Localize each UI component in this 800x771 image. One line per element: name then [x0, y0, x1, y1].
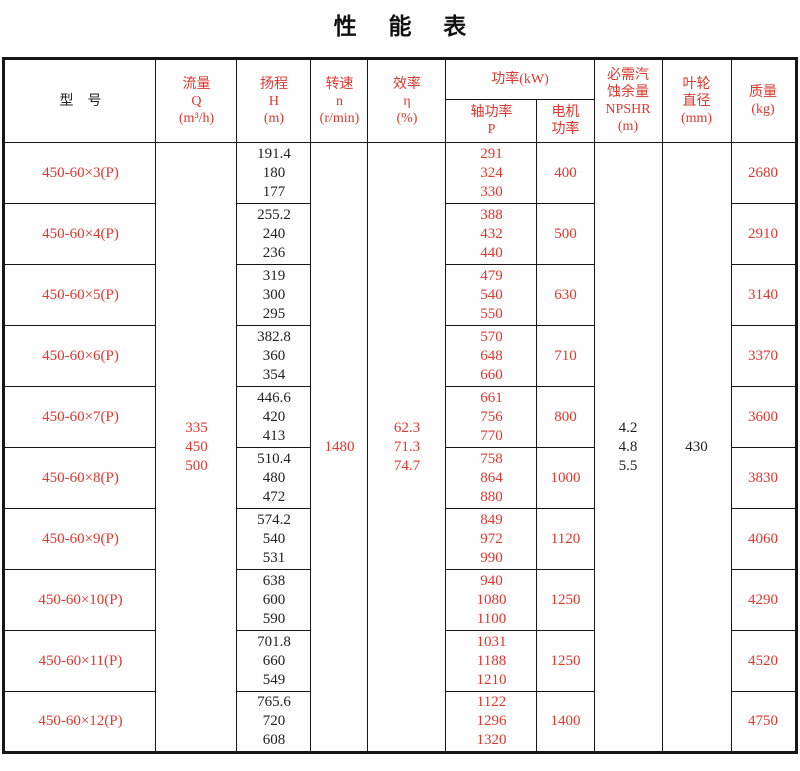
shaft-power-cell: 849 972 990 — [445, 508, 538, 570]
col-header-efficiency: 效率 η (%) — [367, 58, 447, 143]
shaft-power-cell: 291 324 330 — [445, 142, 538, 204]
head-values-cell: 701.8 660 549 — [236, 630, 312, 692]
motor-power-cell: 800 — [536, 386, 595, 448]
table-row: 450-60×11(P) 701.8 660 549 1031 1188 1210 1250 4… — [3, 630, 797, 692]
model-cell: 450-60×6(P) — [3, 325, 157, 387]
model-cell: 450-60×3(P) — [3, 142, 157, 204]
head-values-cell: 382.8 360 354 — [236, 325, 312, 387]
motor-power-cell: 400 — [536, 142, 595, 204]
mass-cell: 3600 — [730, 386, 797, 448]
head-values-cell: 638 600 590 — [236, 569, 312, 631]
col-header-npshr: 必需汽 蚀余量 NPSHR (m) — [593, 58, 663, 143]
col-header-shaft-power: 轴功率 P — [445, 99, 538, 143]
mass-cell: 4750 — [730, 691, 797, 753]
head-values-cell: 191.4 180 177 — [236, 142, 312, 204]
table-header: 型 号 流量 Q (m³/h) 扬程 H (m) 转速 n (r/min) 效率 η (%) 功… — [3, 58, 797, 143]
shaft-power-cell: 1122 1296 1320 — [445, 691, 538, 753]
motor-power-cell: 1000 — [536, 447, 595, 509]
model-cell: 450-60×12(P) — [3, 691, 157, 753]
mass-cell: 4060 — [730, 508, 797, 570]
header-row-sub: 轴功率 P 电机 功率 — [4, 99, 796, 143]
head-values-cell: 510.4 480 472 — [236, 447, 312, 509]
mass-cell: 3140 — [730, 264, 797, 326]
motor-power-cell: 1120 — [536, 508, 595, 570]
mass-cell: 3370 — [730, 325, 797, 387]
head-values-cell: 319 300 295 — [236, 264, 312, 326]
shaft-power-cell: 479 540 550 — [445, 264, 538, 326]
table-row: 450-60×4(P) 255.2 240 236 388 432 440 500 2910 — [3, 203, 797, 265]
efficiency-merged-cell: 62.3 71.3 74.7 — [367, 142, 447, 753]
mass-cell: 4520 — [730, 630, 797, 692]
col-header-mass: 质量 (kg) — [730, 58, 797, 143]
table-row: 450-60×7(P) 446.6 420 413 661 756 770 800 3600 — [3, 386, 797, 448]
head-values-cell: 574.2 540 531 — [236, 508, 312, 570]
impeller-merged-cell: 430 — [661, 142, 732, 753]
model-cell: 450-60×7(P) — [3, 386, 157, 448]
table-row: 450-60×9(P) 574.2 540 531 849 972 990 1120 4060 — [3, 508, 797, 570]
head-values-cell: 255.2 240 236 — [236, 203, 312, 265]
col-header-flow: 流量 Q (m³/h) — [155, 58, 238, 143]
shaft-power-cell: 1031 1188 1210 — [445, 630, 538, 692]
model-cell: 450-60×10(P) — [3, 569, 157, 631]
mass-cell: 2680 — [730, 142, 797, 204]
flow-merged-cell: 335 450 500 — [155, 142, 238, 753]
table-row: 450-60×10(P) 638 600 590 940 1080 1100 1250 4290 — [3, 569, 797, 631]
npshr-merged-cell: 4.2 4.8 5.5 — [593, 142, 663, 753]
shaft-power-cell: 388 432 440 — [445, 203, 538, 265]
model-cell: 450-60×4(P) — [3, 203, 157, 265]
motor-power-cell: 1250 — [536, 569, 595, 631]
mass-cell: 4290 — [730, 569, 797, 631]
col-header-speed: 转速 n (r/min) — [310, 58, 369, 143]
model-cell: 450-60×9(P) — [3, 508, 157, 570]
motor-power-cell: 1250 — [536, 630, 595, 692]
col-header-head: 扬程 H (m) — [236, 58, 312, 143]
col-header-model: 型 号 — [3, 58, 157, 143]
shaft-power-cell: 661 756 770 — [445, 386, 538, 448]
table-row: 450-60×3(P) 335 450 500 191.4 180 177 1480 62.3 7… — [3, 142, 797, 753]
performance-table: 型 号 流量 Q (m³/h) 扬程 H (m) 转速 n (r/min) 效率 η (%) 功… — [2, 57, 798, 754]
mass-cell: 2910 — [730, 203, 797, 265]
table-row: 450-60×12(P) 765.6 720 608 1122 1296 1320 1400 4… — [3, 691, 797, 753]
motor-power-cell: 710 — [536, 325, 595, 387]
col-header-impeller: 叶轮 直径 (mm) — [661, 58, 732, 143]
performance-sheet-page: 性 能 表 型 号 流量 Q (m³/h) 扬程 H (m) 转速 n (r/min) 效率… — [0, 7, 800, 754]
head-values-cell: 446.6 420 413 — [236, 386, 312, 448]
speed-merged-cell: 1480 — [310, 142, 369, 753]
motor-power-cell: 1400 — [536, 691, 595, 753]
mass-cell: 3830 — [730, 447, 797, 509]
table-body: 450-60×3(P) 335 450 500 191.4 180 177 1480 62.3 7… — [3, 142, 797, 753]
shaft-power-cell: 570 648 660 — [445, 325, 538, 387]
model-cell: 450-60×5(P) — [3, 264, 157, 326]
col-header-motor-power: 电机 功率 — [536, 99, 595, 143]
shaft-power-cell: 940 1080 1100 — [445, 569, 538, 631]
table-row: 450-60×6(P) 382.8 360 354 570 648 660 710 3370 — [3, 325, 797, 387]
header-row-top: 型 号 流量 Q (m³/h) 扬程 H (m) 转速 n (r/min) 效率 η (%) 功… — [3, 58, 797, 143]
model-cell: 450-60×11(P) — [3, 630, 157, 692]
table-row: 450-60×5(P) 319 300 295 479 540 550 630 3140 — [3, 264, 797, 326]
motor-power-cell: 500 — [536, 203, 595, 265]
shaft-power-cell: 758 864 880 — [445, 447, 538, 509]
head-values-cell: 765.6 720 608 — [236, 691, 312, 753]
motor-power-cell: 630 — [536, 264, 595, 326]
page-title: 性 能 表 — [333, 14, 480, 39]
col-header-power-group: 功率(kW) — [445, 58, 595, 100]
model-cell: 450-60×8(P) — [3, 447, 157, 509]
